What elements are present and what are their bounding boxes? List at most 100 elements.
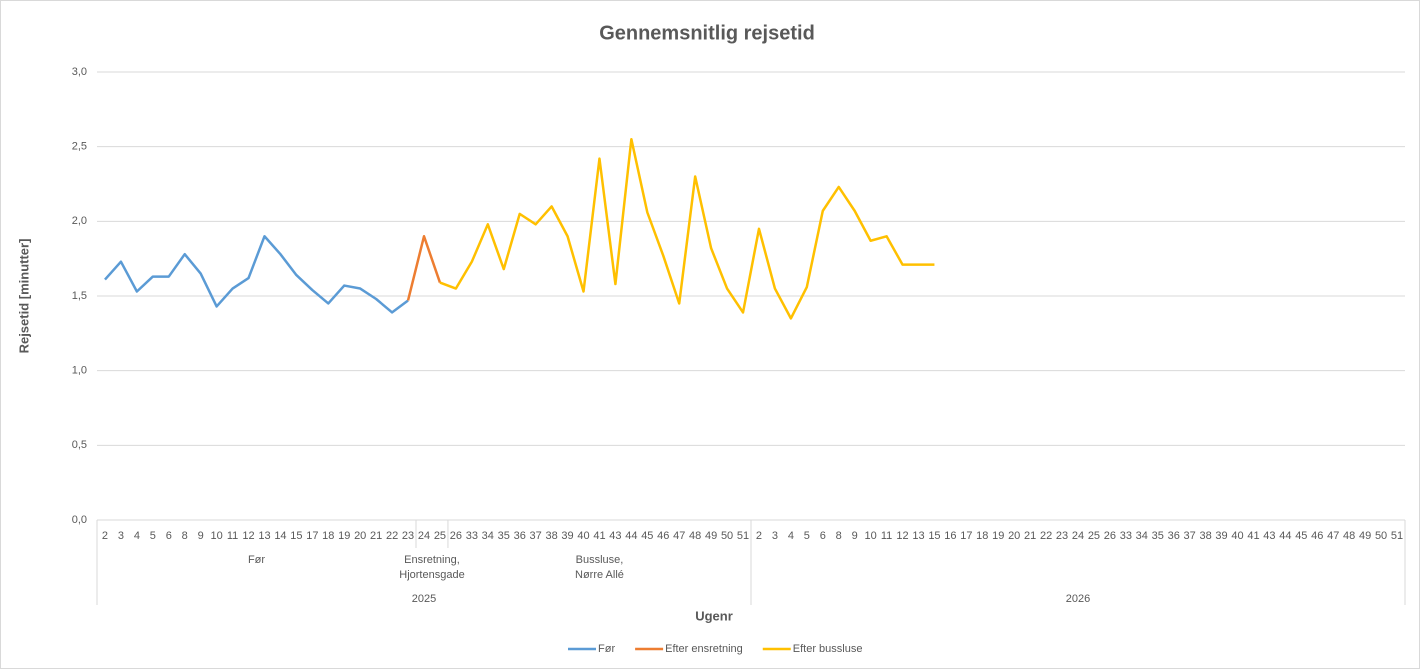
year-label: 2026 [1066, 593, 1090, 605]
y-tick-label: 1,5 [72, 290, 87, 302]
x-tick-label: 22 [1040, 530, 1052, 542]
legend-label: Før [598, 643, 615, 655]
group-label: Bussluse, [576, 554, 624, 566]
x-tick-label: 5 [150, 530, 156, 542]
x-tick-label: 47 [673, 530, 685, 542]
x-tick-label: 36 [1168, 530, 1180, 542]
x-tick-label: 15 [290, 530, 302, 542]
year-label: 2025 [412, 593, 436, 605]
x-tick-label: 11 [881, 530, 892, 542]
x-tick-label: 4 [788, 530, 794, 542]
x-tick-label: 48 [689, 530, 701, 542]
x-tick-label: 6 [166, 530, 172, 542]
x-tick-label: 51 [737, 530, 749, 542]
series-line [439, 137, 935, 320]
x-tick-label: 10 [211, 530, 223, 542]
series-line [406, 235, 442, 301]
x-tick-label: 39 [561, 530, 573, 542]
group-label: Hjortensgade [399, 569, 464, 581]
x-tick-label: 8 [836, 530, 842, 542]
x-tick-label: 24 [418, 530, 430, 542]
x-tick-label: 45 [1295, 530, 1307, 542]
x-tick-label: 34 [482, 530, 494, 542]
chart-title: Gennemsnitlig rejsetid [599, 22, 815, 44]
y-tick-label: 0,5 [72, 439, 87, 451]
series-line [104, 235, 409, 314]
x-tick-label: 38 [1199, 530, 1211, 542]
x-tick-label: 41 [593, 530, 605, 542]
y-tick-label: 3,0 [72, 66, 87, 78]
x-tick-label: 40 [1231, 530, 1243, 542]
x-tick-label: 20 [1008, 530, 1020, 542]
x-tick-label: 14 [274, 530, 286, 542]
x-tick-label: 17 [960, 530, 972, 542]
x-tick-label: 37 [530, 530, 542, 542]
x-tick-label: 24 [1072, 530, 1084, 542]
x-tick-label: 50 [1375, 530, 1387, 542]
x-tick-label: 10 [865, 530, 877, 542]
x-tick-label: 46 [1311, 530, 1323, 542]
x-tick-label: 3 [118, 530, 124, 542]
x-tick-label: 36 [514, 530, 526, 542]
x-tick-label: 50 [721, 530, 733, 542]
x-tick-label: 18 [976, 530, 988, 542]
y-tick-label: 0,0 [72, 514, 87, 526]
legend: Før Efter ensretning Efter bussluse [568, 643, 862, 655]
x-tick-label: 51 [1391, 530, 1403, 542]
group-label: Før [248, 554, 265, 566]
x-tick-label: 25 [434, 530, 446, 542]
x-tick-label: 9 [198, 530, 204, 542]
x-tick-label: 49 [1359, 530, 1371, 542]
x-tick-label: 48 [1343, 530, 1355, 542]
x-tick-label: 46 [657, 530, 669, 542]
x-tick-label: 40 [577, 530, 589, 542]
x-tick-label: 44 [625, 530, 637, 542]
x-tick-label: 35 [498, 530, 510, 542]
x-tick-label: 3 [772, 530, 778, 542]
x-tick-label: 22 [386, 530, 398, 542]
x-tick-label: 13 [912, 530, 924, 542]
x-tick-label: 17 [306, 530, 318, 542]
x-tick-label: 44 [1279, 530, 1291, 542]
x-tick-label: 23 [1056, 530, 1068, 542]
legend-label: Efter ensretning [665, 643, 743, 655]
y-tick-label: 2,0 [72, 215, 87, 227]
x-tick-label: 33 [466, 530, 478, 542]
x-tick-label: 19 [338, 530, 350, 542]
x-tick-label: 35 [1152, 530, 1164, 542]
x-axis-title: Ugenr [695, 608, 733, 623]
x-tick-label: 43 [1263, 530, 1275, 542]
y-tick-label: 1,0 [72, 365, 87, 377]
legend-label: Efter bussluse [793, 643, 863, 655]
x-tick-label: 43 [609, 530, 621, 542]
x-tick-label: 33 [1120, 530, 1132, 542]
x-tick-label: 2 [102, 530, 108, 542]
x-tick-label: 19 [992, 530, 1004, 542]
x-tick-label: 13 [258, 530, 270, 542]
x-tick-label: 4 [134, 530, 140, 542]
x-tick-label: 26 [1104, 530, 1116, 542]
x-tick-label: 5 [804, 530, 810, 542]
x-tick-label: 26 [450, 530, 462, 542]
x-tick-label: 41 [1247, 530, 1259, 542]
x-tick-label: 21 [370, 530, 382, 542]
x-tick-label: 2 [756, 530, 762, 542]
group-label: Nørre Allé [575, 569, 624, 581]
x-tick-label: 16 [944, 530, 956, 542]
x-tick-label: 39 [1215, 530, 1227, 542]
x-tick-label: 37 [1184, 530, 1196, 542]
x-tick-label: 15 [928, 530, 940, 542]
x-tick-label: 12 [896, 530, 908, 542]
x-tick-label: 11 [227, 530, 238, 542]
x-tick-label: 12 [242, 530, 254, 542]
x-tick-label: 38 [545, 530, 557, 542]
x-tick-label: 25 [1088, 530, 1100, 542]
x-tick-label: 8 [182, 530, 188, 542]
x-tick-label: 18 [322, 530, 334, 542]
x-tick-label: 49 [705, 530, 717, 542]
x-tick-label: 6 [820, 530, 826, 542]
x-tick-label: 20 [354, 530, 366, 542]
group-label: Ensretning, [404, 554, 460, 566]
